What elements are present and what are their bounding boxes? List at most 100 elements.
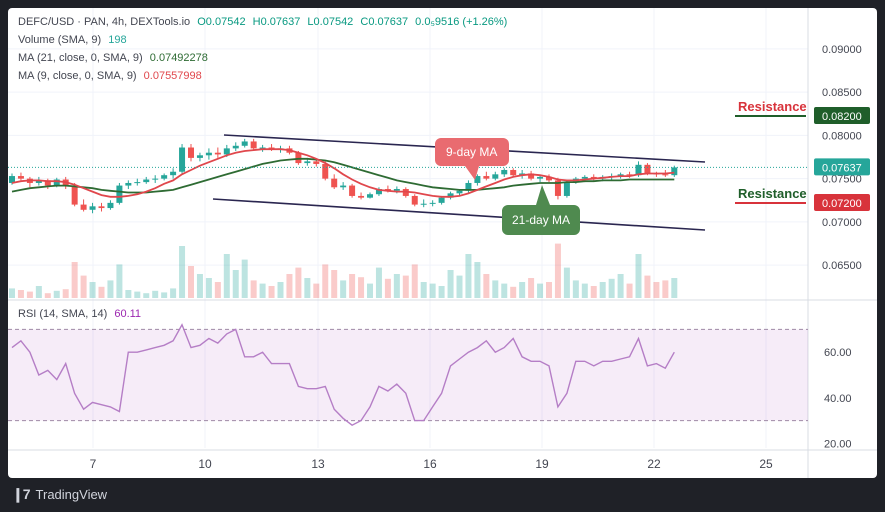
time-axis-label: 22 bbox=[647, 457, 661, 471]
candle-body bbox=[71, 186, 78, 205]
candle-body bbox=[429, 202, 436, 204]
time-axis-label: 13 bbox=[311, 457, 325, 471]
volume-bar bbox=[456, 275, 463, 298]
price-chart[interactable]: 0.09000 0.08500 0.08000 0.07500 0.07000 0.065… bbox=[8, 8, 877, 478]
rsi-label: RSI (14, SMA, 14) bbox=[18, 308, 108, 320]
candle-body bbox=[554, 180, 561, 196]
volume-bar bbox=[554, 243, 561, 298]
candle-body bbox=[89, 206, 96, 210]
low-value: L0.07542 bbox=[307, 16, 354, 28]
volume-bar bbox=[608, 278, 615, 298]
volume-bar bbox=[420, 282, 427, 298]
callout-9-day-ma-label: 9-day MA bbox=[446, 145, 497, 159]
candle-body bbox=[98, 206, 105, 209]
candle-body bbox=[223, 148, 230, 155]
candle-body bbox=[304, 161, 311, 164]
resistance-lower-label: Resistance bbox=[738, 186, 807, 201]
candle-body bbox=[179, 147, 186, 172]
candle-body bbox=[214, 152, 221, 155]
volume-bar bbox=[644, 275, 651, 298]
ma21-label: MA (21, close, 0, SMA, 9) bbox=[18, 52, 143, 64]
volume-bar bbox=[662, 280, 669, 298]
volume-bar bbox=[519, 282, 526, 298]
tradingview-logo-icon: ❙7 bbox=[12, 486, 31, 502]
tradingview-footer[interactable]: ❙7 TradingView bbox=[12, 486, 107, 503]
time-axis-label: 16 bbox=[423, 457, 437, 471]
symbol-name[interactable]: DEFC/USD · PAN, 4h, DEXTools.io bbox=[18, 16, 191, 28]
volume-bar bbox=[223, 254, 230, 298]
volume-bar bbox=[44, 293, 51, 298]
volume-bar bbox=[205, 278, 212, 298]
candle-body bbox=[107, 202, 114, 209]
volume-bar bbox=[411, 264, 418, 298]
candle-body bbox=[635, 164, 642, 176]
volume-bar bbox=[402, 275, 409, 298]
rsi-legend[interactable]: RSI (14, SMA, 14) 60.11 bbox=[18, 308, 145, 320]
volume-bar bbox=[465, 254, 472, 298]
volume-bar bbox=[313, 283, 320, 298]
ma9-legend[interactable]: MA (9, close, 0, SMA, 9) 0.07557998 bbox=[18, 70, 206, 82]
rsi-axis-label: 40.00 bbox=[824, 393, 852, 405]
volume-bar bbox=[331, 270, 338, 298]
volume-bar bbox=[501, 283, 508, 298]
volume-bar bbox=[17, 290, 24, 298]
volume-value: 198 bbox=[108, 34, 127, 46]
resistance-upper-tag bbox=[814, 107, 870, 124]
volume-bar bbox=[617, 274, 624, 298]
volume-bar bbox=[71, 262, 78, 298]
time-axis-label: 10 bbox=[198, 457, 212, 471]
volume-bar bbox=[179, 246, 186, 298]
ma21-legend[interactable]: MA (21, close, 0, SMA, 9) 0.07492278 bbox=[18, 52, 212, 64]
candle-body bbox=[143, 179, 150, 183]
brand-name: TradingView bbox=[35, 487, 108, 502]
candle-body bbox=[17, 176, 24, 179]
candle-body bbox=[152, 178, 159, 180]
price-axis-label: 0.06500 bbox=[822, 260, 862, 272]
volume-bar bbox=[125, 290, 132, 298]
volume-bar bbox=[438, 286, 445, 298]
volume-bar bbox=[474, 262, 481, 298]
volume-bar bbox=[241, 259, 248, 298]
ma9-value: 0.07557998 bbox=[143, 70, 202, 82]
candle-body bbox=[241, 141, 248, 146]
volume-bar bbox=[53, 290, 60, 298]
ma21-value: 0.07492278 bbox=[149, 52, 208, 64]
volume-bar bbox=[393, 274, 400, 298]
volume-bar bbox=[340, 280, 347, 298]
volume-bar bbox=[232, 270, 239, 298]
rsi-value: 60.11 bbox=[114, 308, 142, 320]
volume-bar bbox=[188, 266, 194, 298]
candle-body bbox=[644, 164, 651, 174]
volume-bar bbox=[304, 278, 311, 298]
volume-label: Volume (SMA, 9) bbox=[18, 34, 102, 46]
volume-bar bbox=[581, 283, 588, 298]
volume-bar bbox=[599, 282, 606, 298]
volume-bar bbox=[26, 291, 33, 298]
volume-bar bbox=[80, 275, 87, 298]
candle-body bbox=[420, 203, 427, 205]
candle-body bbox=[349, 185, 356, 196]
volume-bar bbox=[134, 291, 141, 298]
price-axis-label: 0.07500 bbox=[822, 174, 862, 186]
volume-bar bbox=[89, 282, 96, 298]
volume-bar bbox=[483, 274, 490, 298]
callout-21-day-ma-label: 21-day MA bbox=[512, 213, 570, 227]
candle-body bbox=[313, 161, 320, 164]
candle-body bbox=[501, 170, 508, 175]
volume-bar bbox=[375, 267, 382, 298]
time-axis-label: 25 bbox=[759, 457, 773, 471]
candle-body bbox=[358, 195, 365, 198]
candle-body bbox=[188, 147, 194, 158]
time-axis-label: 19 bbox=[535, 457, 549, 471]
volume-bar bbox=[62, 289, 69, 298]
candle-body bbox=[465, 182, 472, 191]
ma21-line bbox=[11, 157, 675, 194]
volume-bar bbox=[170, 288, 177, 298]
volume-legend[interactable]: Volume (SMA, 9) 198 bbox=[18, 34, 131, 46]
callout-9-day-ma bbox=[435, 138, 509, 180]
candle-body bbox=[125, 182, 132, 186]
volume-bar bbox=[295, 267, 302, 298]
rsi-axis-label: 60.00 bbox=[824, 347, 852, 359]
time-axis-label: 7 bbox=[90, 457, 97, 471]
candle-body bbox=[44, 180, 51, 186]
